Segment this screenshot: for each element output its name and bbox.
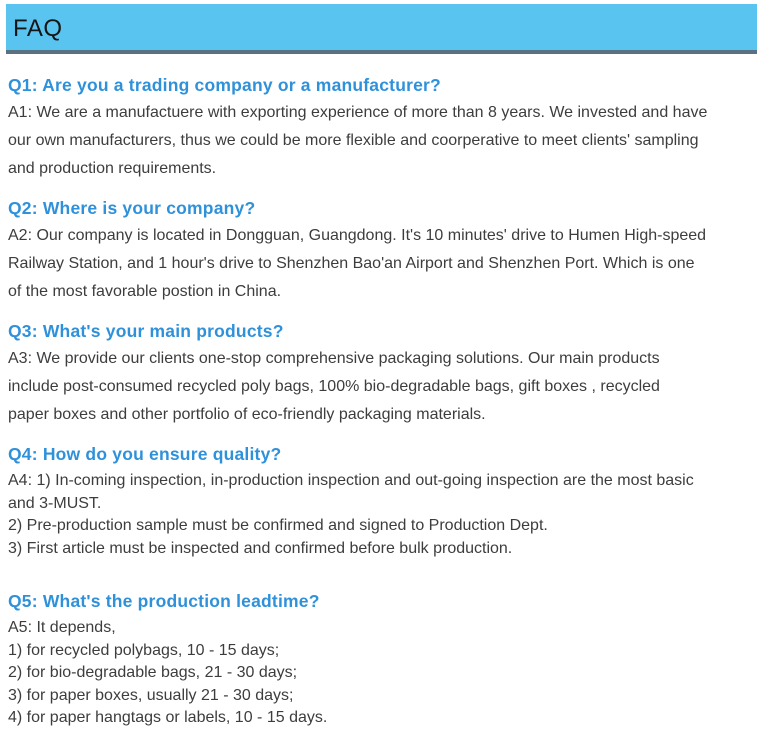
faq-section-q1: Q1: Are you a trading company or a manuf… <box>8 73 761 183</box>
question-heading-q1: Q1: Are you a trading company or a manuf… <box>8 75 441 95</box>
question-heading-q5: Q5: What's the production leadtime? <box>8 591 320 611</box>
question-heading-q2: Q2: Where is your company? <box>8 198 256 218</box>
answer-text-a5: A5: It depends, 1) for recycled polybags… <box>8 619 328 726</box>
faq-section-q5: Q5: What's the production leadtime? A5: … <box>8 589 761 730</box>
faq-content: Q1: Are you a trading company or a manuf… <box>0 73 765 748</box>
faq-header-title: FAQ <box>13 14 63 42</box>
answer-text-a4: A4: 1) In-coming inspection, in-producti… <box>8 472 694 557</box>
question-heading-q3: Q3: What's your main products? <box>8 321 284 341</box>
question-heading-q4: Q4: How do you ensure quality? <box>8 444 282 464</box>
answer-text-a2: A2: Our company is located in Dongguan, … <box>8 227 707 300</box>
faq-header-bar: FAQ <box>6 4 757 54</box>
answer-text-a3: A3: We provide our clients one-stop comp… <box>8 350 660 423</box>
faq-section-q2: Q2: Where is your company? A2: Our compa… <box>8 196 761 306</box>
faq-section-q3: Q3: What's your main products? A3: We pr… <box>8 319 761 429</box>
answer-text-a1: A1: We are a manufactuere with exporting… <box>8 104 708 177</box>
faq-section-q4: Q4: How do you ensure quality? A4: 1) In… <box>8 442 761 560</box>
